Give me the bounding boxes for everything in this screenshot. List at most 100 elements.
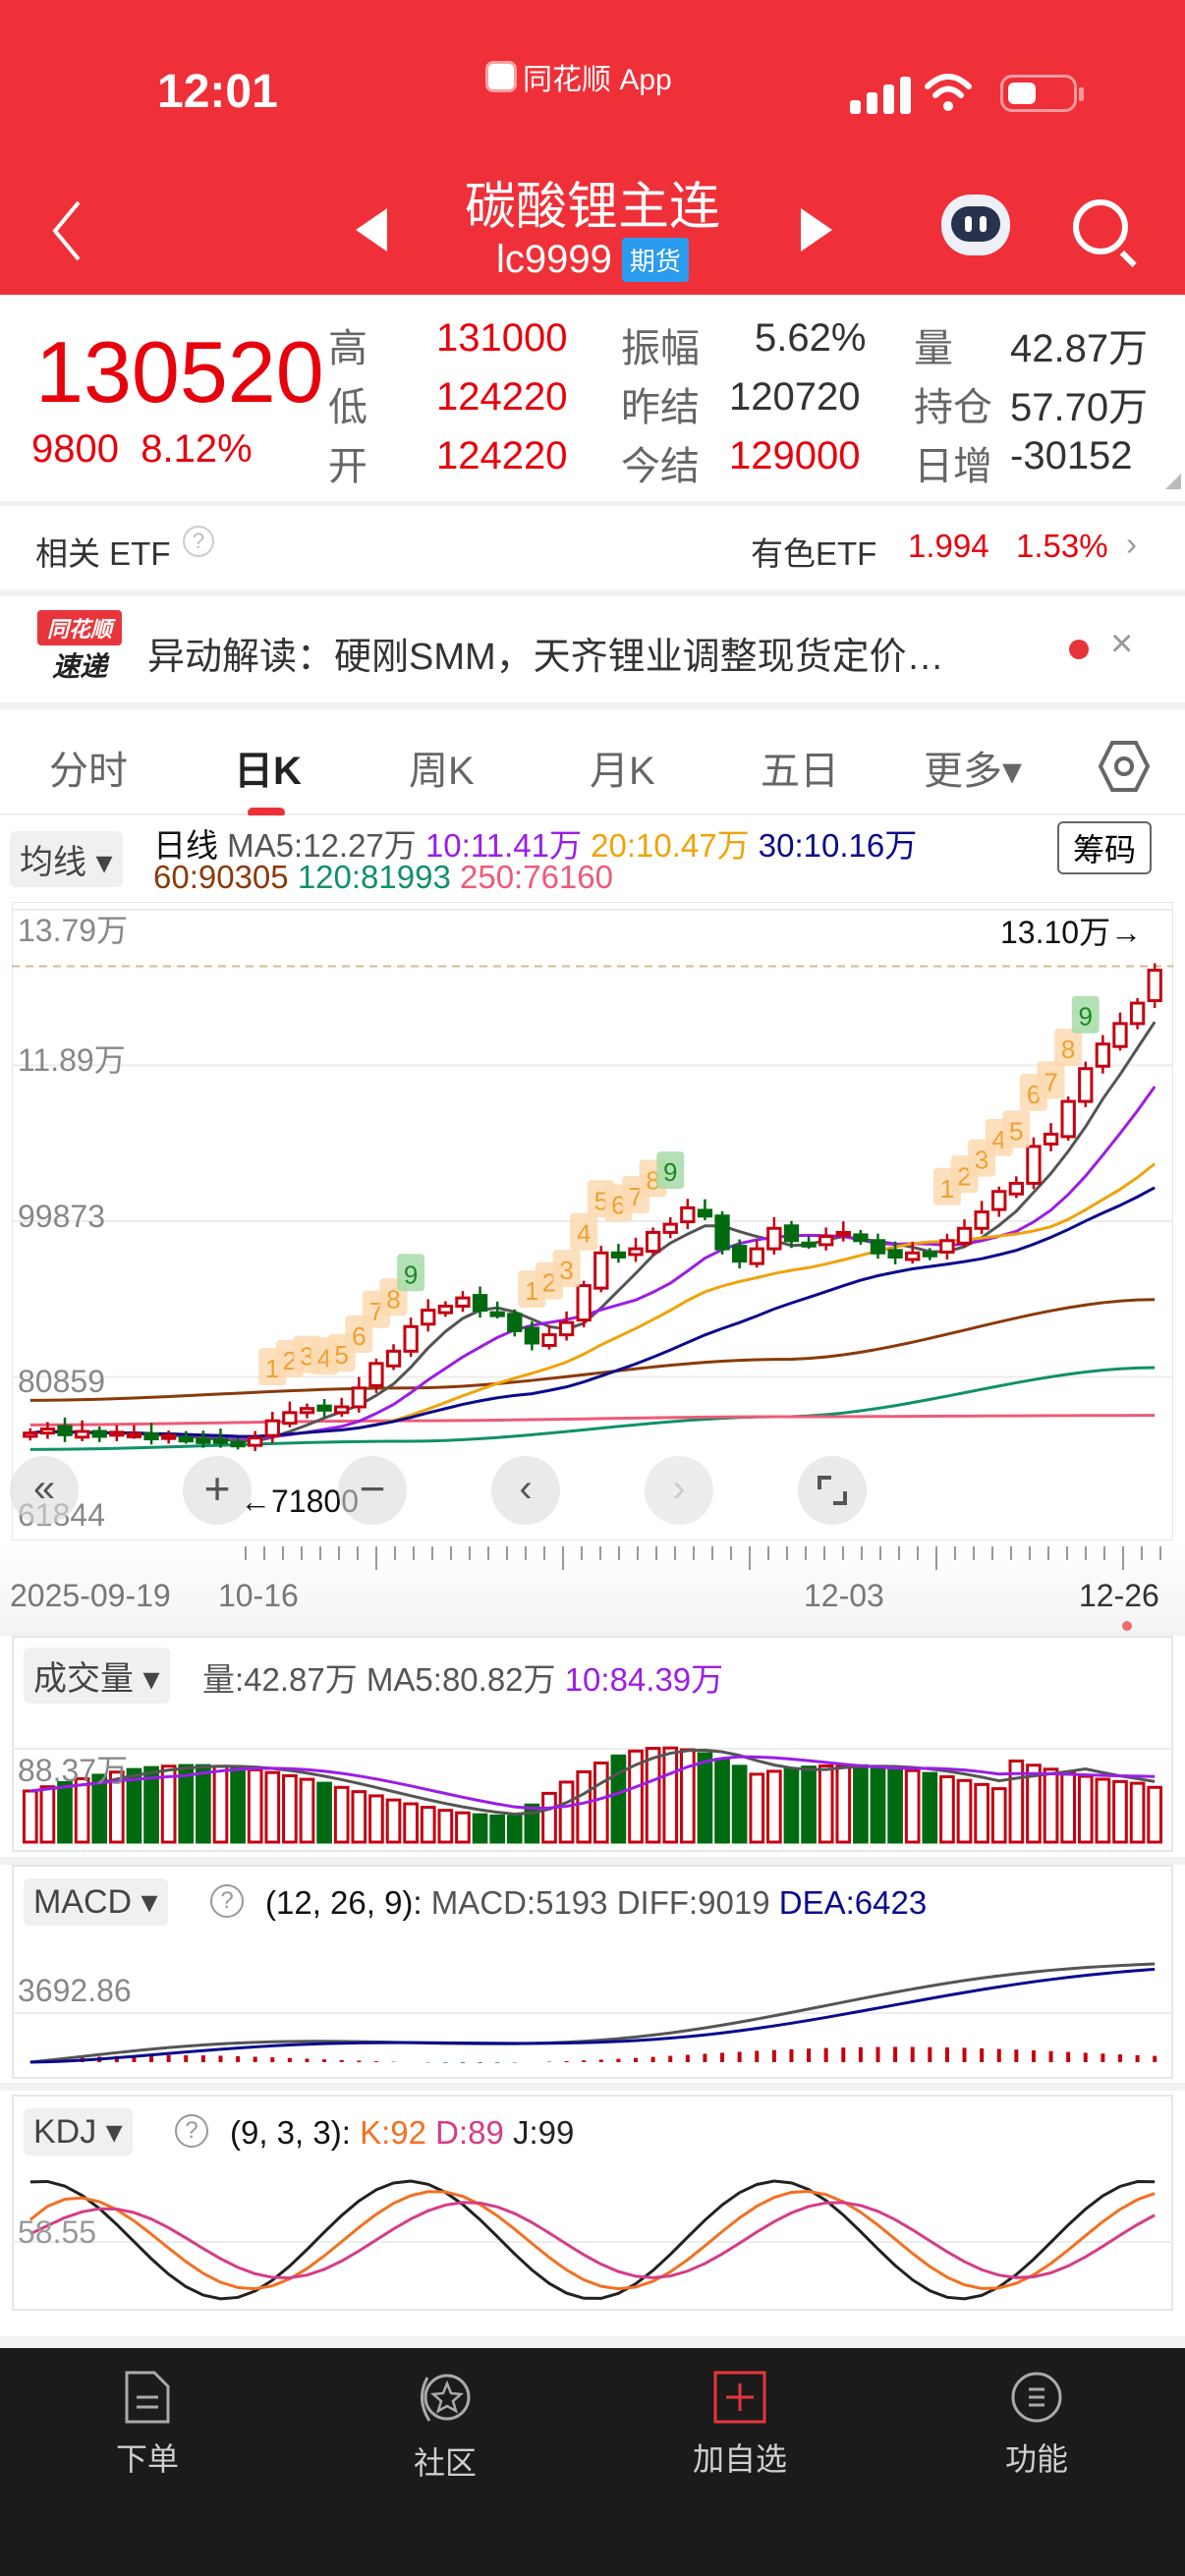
zoom-in-button[interactable]: +	[183, 1456, 252, 1525]
y-tick: 99873	[18, 1199, 105, 1234]
ma-legend-row2: 60:90305 120:81993 250:76160	[153, 859, 613, 895]
svg-text:3: 3	[559, 1256, 573, 1285]
price-change: 9800 8.12%	[31, 427, 253, 471]
svg-text:9: 9	[1079, 1002, 1093, 1032]
kdj-chart[interactable]	[12, 2161, 1173, 2311]
community-button[interactable]: 社区	[347, 2348, 543, 2484]
period-tabs: 分时 日K 周K 月K 五日 更多▾	[0, 709, 1185, 817]
y-tick: 88.37万	[18, 1753, 129, 1788]
help-icon[interactable]: ?	[210, 1884, 244, 1918]
tab-five-day[interactable]: 五日	[761, 750, 839, 793]
daily-change-label: 日增	[914, 445, 992, 488]
volume-panel: 成交量 ▾ 量:42.87万 MA5:80.82万 10:84.39万 88.3…	[0, 1636, 1185, 1857]
close-icon[interactable]: ×	[1110, 622, 1134, 665]
candlestick-chart[interactable]: 1 2 3 4 567 891 2 345 6 78 91 234 56 789	[12, 902, 1173, 1540]
today-dot	[1122, 1621, 1132, 1631]
scroll-right-button[interactable]: ›	[645, 1456, 713, 1525]
ai-robot-icon[interactable]	[941, 195, 1010, 255]
svg-text:8: 8	[1061, 1035, 1075, 1064]
open-interest-label: 持仓	[914, 386, 992, 429]
news-text[interactable]: 异动解读：硬刚SMM，天齐锂业调整现货定价…	[147, 637, 944, 678]
chips-button[interactable]: 筹码	[1057, 821, 1153, 874]
bottom-toolbar: 下单 社区 加自选 功能	[0, 2348, 1185, 2576]
amplitude-label: 振幅	[621, 327, 700, 370]
battery-icon	[1000, 75, 1084, 112]
kdj-dropdown[interactable]: KDJ ▾	[24, 2108, 133, 2156]
order-button[interactable]: 下单	[49, 2348, 246, 2480]
tab-intraday[interactable]: 分时	[49, 750, 128, 793]
order-doc-icon	[125, 2371, 170, 2424]
volume-chart[interactable]	[12, 1695, 1173, 1852]
last-price: 130520	[35, 323, 324, 420]
prev-contract-button[interactable]	[356, 208, 387, 252]
svg-text:5: 5	[1009, 1116, 1023, 1146]
svg-text:9: 9	[663, 1157, 677, 1187]
ma-dropdown[interactable]: 均线 ▾	[10, 831, 123, 887]
svg-text:3: 3	[975, 1146, 988, 1175]
add-watchlist-button[interactable]: 加自选	[642, 2348, 838, 2480]
etf-price: 1.994	[908, 528, 989, 564]
search-icon[interactable]	[1073, 199, 1128, 254]
macd-dropdown[interactable]: MACD ▾	[24, 1878, 168, 1926]
y-tick: 3692.86	[18, 1973, 132, 2008]
help-icon[interactable]: ?	[175, 2114, 208, 2148]
open-interest-value: 57.70万	[1010, 386, 1149, 429]
news-banner[interactable]: 同花顺 速递 异动解读：硬刚SMM，天齐锂业调整现货定价… ×	[0, 596, 1185, 702]
settings-hex-icon[interactable]	[1097, 739, 1152, 794]
fullscreen-icon	[818, 1476, 847, 1505]
status-app-label[interactable]: 同花顺 App	[485, 55, 672, 98]
related-etf-row[interactable]: 相关 ETF ? 有色ETF 1.994 1.53% ›	[0, 506, 1185, 589]
volume-legend: 量:42.87万 MA5:80.82万 10:84.39万	[202, 1661, 724, 1698]
zoom-out-button[interactable]: −	[338, 1456, 407, 1525]
y-tick: 58.55	[18, 2214, 97, 2250]
community-star-icon	[421, 2374, 471, 2422]
svg-text:8: 8	[386, 1284, 400, 1314]
scroll-left-button[interactable]: ‹	[491, 1456, 560, 1525]
svg-text:4: 4	[577, 1219, 591, 1249]
high-value: 131000	[436, 316, 568, 360]
help-icon[interactable]: ?	[183, 526, 214, 557]
functions-button[interactable]: 功能	[938, 2348, 1135, 2480]
settle-value: 129000	[729, 434, 861, 477]
tab-weekly-k[interactable]: 周K	[409, 750, 475, 793]
y-tick: 13.79万	[18, 913, 129, 948]
quote-panel: 130520 9800 8.12% 高 131000 振幅 5.62% 量 42…	[0, 295, 1185, 501]
news-badge: 同花顺 速递	[37, 610, 122, 685]
volume-value: 42.87万	[1010, 327, 1149, 370]
etf-name: 有色ETF	[751, 535, 877, 572]
macd-chart[interactable]	[12, 1930, 1173, 2077]
scroll-start-button[interactable]: «	[10, 1456, 79, 1525]
add-watchlist-icon	[713, 2371, 766, 2424]
volume-dropdown[interactable]: 成交量 ▾	[24, 1648, 170, 1704]
low-label: 低	[328, 386, 367, 429]
futures-tag: 期货	[621, 238, 689, 282]
etf-pct: 1.53%	[1016, 528, 1108, 564]
tab-more[interactable]: 更多▾	[924, 750, 1023, 793]
next-contract-button[interactable]	[801, 208, 832, 252]
volume-label: 量	[914, 327, 953, 370]
prev-settle-value: 120720	[729, 375, 861, 419]
open-value: 124220	[436, 434, 568, 477]
app-logo-icon	[485, 61, 517, 92]
chevron-right-icon: ›	[1126, 526, 1137, 562]
high-label: 高	[328, 327, 367, 370]
contract-code: lc9999 期货	[0, 238, 1185, 282]
signal-icon	[850, 77, 911, 114]
expand-corner-icon[interactable]	[1165, 474, 1181, 489]
y-tick: 11.89万	[18, 1042, 126, 1078]
kdj-legend: (9, 3, 3): K:92 D:89 J:99	[230, 2114, 575, 2151]
open-label: 开	[328, 445, 367, 488]
time-axis[interactable]: 2025-09-19 10-16 12-03 12-26	[0, 1542, 1185, 1631]
low-value: 124220	[436, 375, 568, 419]
wifi-icon	[925, 74, 972, 111]
tab-daily-k[interactable]: 日K	[234, 750, 302, 793]
ma-legend-row1: 日线 MA5:12.27万 10:11.41万 20:10.47万 30:10.…	[153, 827, 918, 864]
tab-monthly-k[interactable]: 月K	[590, 750, 655, 793]
kline-chart-panel: 均线 ▾ 日线 MA5:12.27万 10:11.41万 20:10.47万 3…	[0, 815, 1185, 1631]
back-icon[interactable]	[47, 196, 86, 265]
status-time: 12:01	[157, 66, 278, 118]
unread-dot-icon	[1069, 640, 1089, 659]
fullscreen-button[interactable]	[798, 1456, 867, 1525]
menu-icon	[1011, 2372, 1062, 2423]
y-tick: 80859	[18, 1364, 105, 1399]
